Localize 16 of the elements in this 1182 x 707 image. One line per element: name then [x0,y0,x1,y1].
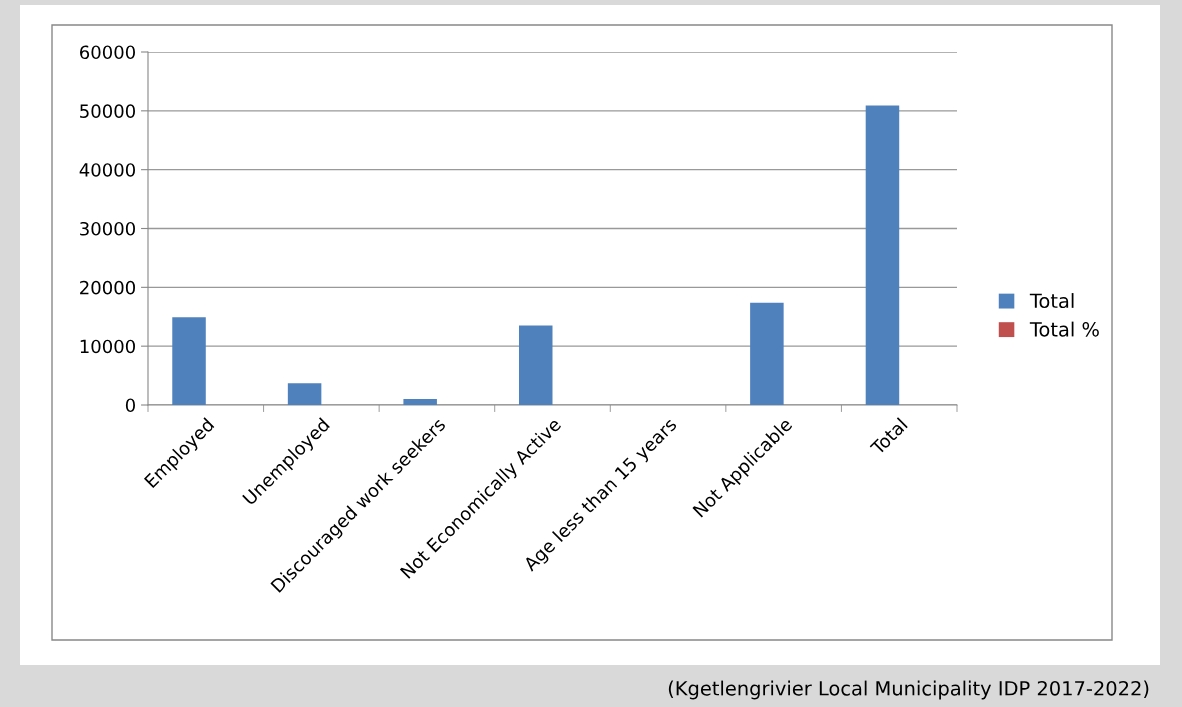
y-tick-label: 60000 [80,45,135,60]
text: (Kgetlengrivier Local Municipality IDP 2017-2022) [668,680,1149,700]
y-tick-label: 40000 [79,163,135,177]
y-tick-label: 10000 [80,339,135,354]
y-tick-label: 50000 [80,104,135,118]
legend-label: Total % [1029,321,1099,337]
bar [865,105,900,405]
bar [750,302,784,405]
y-tick-label: 0 [125,398,135,413]
bar [287,383,322,405]
y-tick-label: 20000 [80,280,135,295]
legend-label: Total [1029,293,1074,309]
bar [518,325,553,405]
y-tick-label: 30000 [80,221,135,236]
bar [403,399,437,405]
bar [172,317,206,405]
